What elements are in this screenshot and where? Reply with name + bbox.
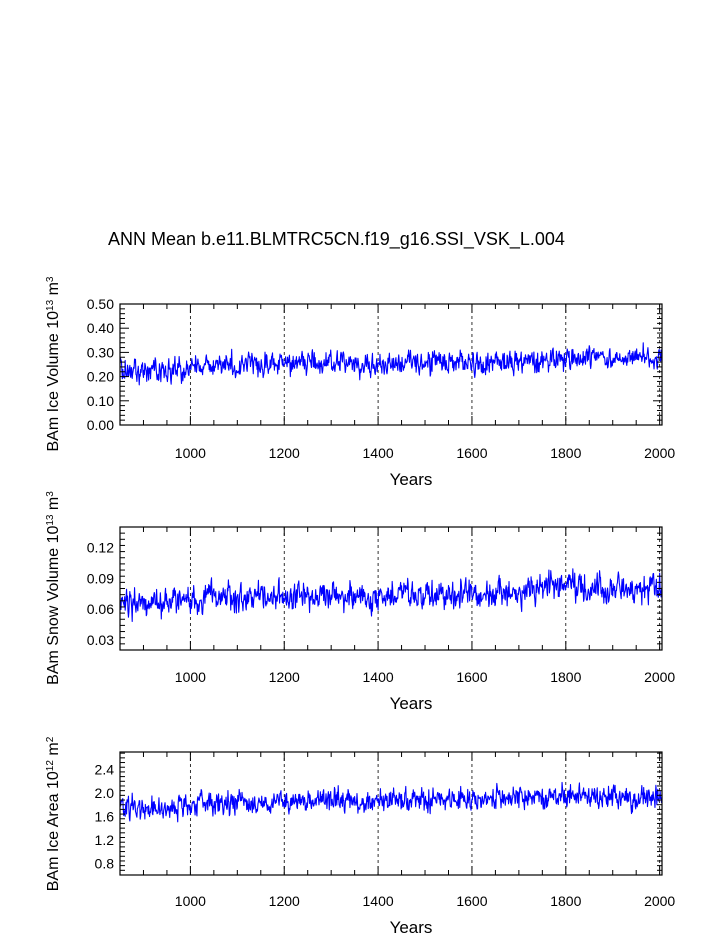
x-tick-label: 1000 xyxy=(175,445,206,461)
y-tick-label: 0.20 xyxy=(87,369,114,385)
y-tick-label: 0.50 xyxy=(87,296,114,312)
chart-panel-2: 1000 1200 1400 1600 1800 2000 0.03 0.06 0.09 0.12… xyxy=(45,491,676,713)
y-tick-label: 0.10 xyxy=(87,393,114,409)
y-tick-label: 0.40 xyxy=(87,320,114,336)
y-axis-label: BAm Ice Volume 1013 m3 xyxy=(45,276,63,451)
x-tick-label: 1400 xyxy=(363,669,394,685)
y-tick-label: 0.8 xyxy=(95,855,115,871)
x-tick-label: 2000 xyxy=(644,893,675,909)
y-tick-label: 2.0 xyxy=(95,785,115,801)
x-tick-label: 1200 xyxy=(269,445,300,461)
y-tick-label: 0.12 xyxy=(87,540,114,556)
y-axis-label-exponent: 3 xyxy=(45,276,56,282)
x-tick-label: 1400 xyxy=(363,893,394,909)
x-tick-label: 1200 xyxy=(269,669,300,685)
x-tick-label: 1400 xyxy=(363,445,394,461)
y-axis-label-exponent: 3 xyxy=(45,491,56,497)
y-axis-label: BAm Snow Volume 1013 m3 xyxy=(45,491,63,685)
chart-panels: 1000 1200 1400 1600 1800 2000 0.00 0.10 0.20 0.30… xyxy=(45,276,676,935)
x-tick-label: 2000 xyxy=(644,669,675,685)
x-tick-label: 1800 xyxy=(550,445,581,461)
y-tick-label: 1.6 xyxy=(95,808,115,824)
y-tick-label: 0.30 xyxy=(87,344,114,360)
y-axis-label: BAm Ice Area 1012 m2 xyxy=(45,736,63,891)
x-tick-label: 1000 xyxy=(175,893,206,909)
y-axis-label-text: BAm Ice Volume 10 xyxy=(45,311,62,452)
y-axis-label-exponent: 13 xyxy=(45,514,56,526)
x-tick-label: 1600 xyxy=(456,669,487,685)
figure-title: ANN Mean b.e11.BLMTRC5CN.f19_g16.SSI_VSK… xyxy=(108,229,565,250)
y-tick-label: 0.06 xyxy=(87,601,114,617)
plot-frame xyxy=(119,303,663,426)
x-tick-label: 1200 xyxy=(269,893,300,909)
x-tick-label: 1800 xyxy=(550,893,581,909)
y-tick-label: 0.00 xyxy=(87,417,114,433)
y-axis-label-exponent: 12 xyxy=(45,760,56,772)
x-tick-label: 2000 xyxy=(644,445,675,461)
x-axis-label: Years xyxy=(390,694,433,713)
x-tick-label: 1000 xyxy=(175,669,206,685)
x-axis-label: Years xyxy=(390,470,433,489)
plot-frame xyxy=(119,751,663,876)
chart-panel-3: 1000 1200 1400 1600 1800 2000 0.8 1.2 1.6 2.0 2.4 Y… xyxy=(45,736,676,935)
y-axis-label-text: m xyxy=(45,497,62,515)
x-axis-label: Years xyxy=(390,918,433,935)
series-line xyxy=(119,342,663,386)
y-tick-label: 1.2 xyxy=(95,832,115,848)
y-tick-label: 0.03 xyxy=(87,632,114,648)
y-axis-label-text: m xyxy=(45,282,62,300)
x-tick-label: 1600 xyxy=(456,893,487,909)
x-tick-label: 1800 xyxy=(550,669,581,685)
y-axis-label-exponent: 13 xyxy=(45,299,56,311)
x-tick-label: 1600 xyxy=(456,445,487,461)
y-axis-label-text: BAm Ice Area 10 xyxy=(45,771,62,891)
series-line xyxy=(119,568,663,623)
y-tick-label: 2.4 xyxy=(95,762,115,778)
y-axis-label-text: m xyxy=(45,742,62,760)
y-tick-label: 0.09 xyxy=(87,570,114,586)
y-axis-label-exponent: 2 xyxy=(45,736,56,742)
series-line xyxy=(119,781,663,823)
y-axis-label-text: BAm Snow Volume 10 xyxy=(45,526,62,685)
chart-panel-1: 1000 1200 1400 1600 1800 2000 0.00 0.10 0.20 0.30… xyxy=(45,276,676,489)
